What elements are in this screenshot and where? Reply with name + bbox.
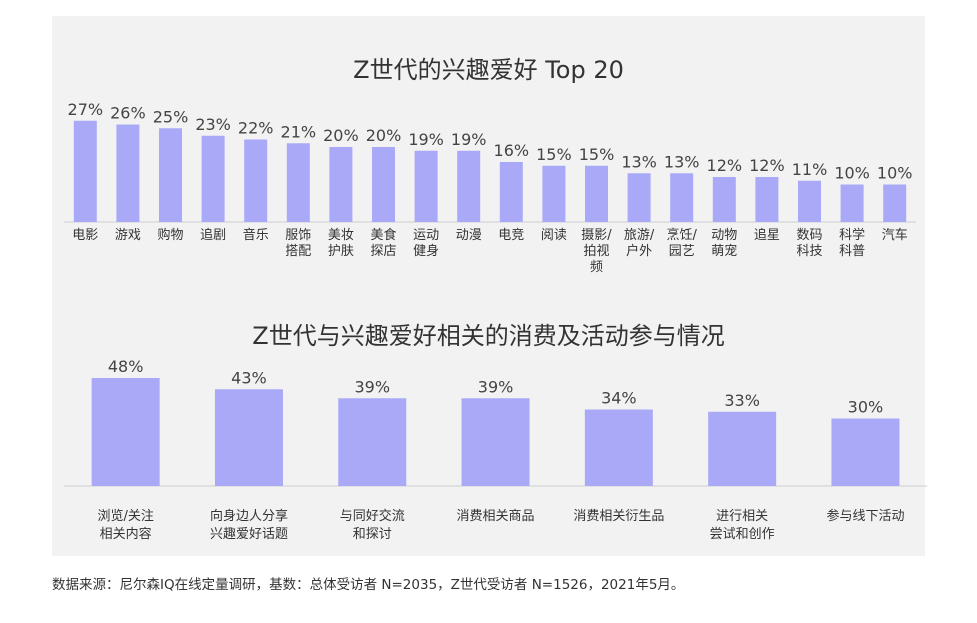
top20-value-label: 10%	[877, 164, 913, 183]
top20-value-label: 23%	[195, 115, 231, 134]
consumption-value-label: 30%	[848, 398, 884, 417]
consumption-bar	[831, 418, 900, 486]
top20-category-label: 阅读	[541, 228, 567, 243]
chart-title-consumption: Z世代与兴趣爱好相关的消费及活动参与情况	[252, 322, 725, 350]
source-note: 数据来源：尼尔森IQ在线定量调研，基数：总体受访者 N=2035，Z世代受访者 …	[52, 577, 685, 593]
consumption-category-label: 参与线下活动	[826, 508, 904, 524]
top20-category-label: 追星	[754, 227, 780, 243]
top20-bar	[840, 184, 864, 222]
top20-category-label: 电竞	[498, 227, 524, 243]
top20-bar	[755, 177, 779, 222]
top20-bar	[670, 173, 694, 222]
top20-value-label: 11%	[792, 160, 828, 179]
top20-value-label: 10%	[834, 164, 870, 183]
top20-category-label: 烹饪/园艺	[667, 228, 698, 259]
top20-value-label: 13%	[621, 152, 657, 171]
top20-bar	[329, 147, 353, 222]
consumption-category-label: 消费相关商品	[457, 509, 535, 524]
top20-value-label: 15%	[579, 145, 615, 164]
chart-panel: Z世代的兴趣爱好 Top 20 Z世代与兴趣爱好相关的消费及活动参与情况 27%…	[52, 16, 928, 556]
top20-category-label: 动物萌宠	[711, 228, 737, 259]
top20-category-label: 购物	[157, 227, 183, 243]
top20-value-label: 21%	[281, 122, 317, 141]
top20-category-label: 摄影/拍视频	[581, 228, 612, 275]
top20-bar	[244, 139, 268, 222]
top20-value-label: 27%	[68, 100, 104, 119]
consumption-value-label: 33%	[724, 391, 760, 410]
top20-bar	[712, 177, 736, 222]
top20-value-label: 22%	[238, 119, 274, 138]
consumption-bar	[461, 398, 530, 486]
top20-bar	[457, 150, 481, 222]
consumption-value-label: 48%	[108, 357, 144, 376]
top20-value-label: 25%	[153, 107, 189, 126]
top20-bar	[116, 124, 140, 222]
top20-value-label: 19%	[408, 130, 444, 149]
top20-category-label: 数码科技	[796, 228, 822, 259]
top20-value-label: 16%	[494, 141, 530, 160]
consumption-bar	[214, 389, 283, 486]
top20-value-label: 19%	[451, 130, 487, 149]
top20-bar	[414, 150, 438, 222]
top20-bar	[286, 143, 310, 222]
top20-value-label: 26%	[110, 104, 146, 123]
top20-category-label: 美妆护肤	[328, 228, 354, 259]
top20-category-label: 电影	[72, 228, 98, 243]
top20-value-label: 20%	[366, 126, 402, 145]
consumption-category-label: 浏览/关注相关内容	[97, 508, 153, 542]
top20-value-label: 20%	[323, 126, 359, 145]
top20-value-label: 12%	[749, 156, 785, 175]
top20-bar	[798, 180, 821, 222]
top20-category-label: 科学科普	[839, 227, 865, 259]
top20-category-label: 音乐	[243, 227, 269, 243]
top20-category-label: 旅游/户外	[624, 228, 655, 259]
consumption-category-label: 进行相关尝试和创作	[710, 509, 775, 542]
top20-category-label: 汽车	[882, 227, 908, 243]
consumption-value-label: 34%	[601, 389, 637, 408]
top20-bar	[627, 173, 651, 222]
consumption-value-label: 39%	[478, 377, 514, 396]
top20-bar	[542, 165, 566, 222]
top20-value-label: 12%	[707, 156, 743, 175]
consumption-category-label: 消费相关衍生品	[573, 509, 664, 524]
consumption-bar	[708, 411, 777, 486]
consumption-value-label: 39%	[354, 377, 390, 396]
consumption-category-label: 向身边人分享兴趣爱好话题	[210, 508, 288, 542]
top20-bar	[73, 120, 97, 222]
consumption-bar	[338, 398, 407, 486]
top20-bar	[585, 165, 608, 222]
top20-bar	[372, 147, 395, 222]
consumption-bar	[584, 409, 653, 486]
top20-bar	[159, 128, 182, 222]
chart-top20-plot: 27% 电影 26% 游戏 25% 购物 23% 追剧 22% 音乐 21% 服饰搭配 20% 美妆护肤 2…	[64, 100, 916, 275]
consumption-category-label: 与同好交流和探讨	[340, 508, 405, 542]
top20-bar	[883, 184, 907, 222]
top20-value-label: 13%	[664, 152, 700, 171]
top20-bar	[499, 162, 523, 222]
top20-value-label: 15%	[536, 145, 572, 164]
top20-category-label: 运动健身	[413, 228, 439, 259]
top20-category-label: 动漫	[456, 228, 482, 243]
top20-category-label: 游戏	[115, 228, 141, 243]
consumption-value-label: 43%	[231, 368, 267, 387]
chart-title-top20: Z世代的兴趣爱好 Top 20	[353, 56, 624, 84]
consumption-bar	[91, 378, 160, 486]
top20-bar	[201, 135, 225, 222]
chart-consumption-plot: 48% 浏览/关注相关内容 43% 向身边人分享兴趣爱好话题 39% 与同好交流和探讨 39…	[64, 357, 928, 542]
top20-category-label: 服饰搭配	[285, 228, 311, 259]
top20-category-label: 美食探店	[370, 227, 396, 259]
top20-category-label: 追剧	[200, 227, 226, 243]
